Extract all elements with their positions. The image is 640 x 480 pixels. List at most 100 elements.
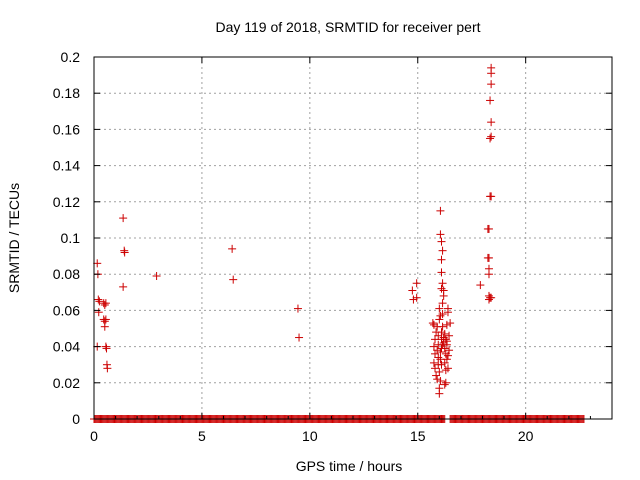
data-point [441,335,450,344]
data-point [487,80,496,89]
data-point [119,282,128,291]
data-point [484,270,493,279]
x-tick-label: 5 [198,428,206,444]
data-point [440,358,449,367]
data-point [441,378,450,387]
y-axis-label: SRMTID / TECUs [6,183,22,293]
data-point [436,206,445,215]
data-point [295,333,304,342]
data-point [436,311,445,320]
data-point [101,342,110,351]
data-point [101,299,110,308]
data-point [119,214,128,223]
data-point [412,293,421,302]
y-tick-label: 0.14 [53,158,80,174]
data-point [228,244,237,253]
data-point [93,259,102,268]
data-point [484,253,493,262]
data-point [445,331,454,340]
data-point [435,315,444,324]
data-point [431,349,440,358]
data-point [435,389,444,398]
x-tick-label: 15 [410,428,426,444]
y-tick-label: 0.04 [53,339,80,355]
y-tick-label: 0 [72,411,80,427]
chart-title: Day 119 of 2018, SRMTID for receiver per… [215,19,480,35]
y-tick-label: 0.06 [53,302,80,318]
data-point [445,346,454,355]
data-point [439,338,448,347]
data-point [438,279,447,288]
data-point [440,380,449,389]
data-points [90,63,588,423]
data-point [432,371,441,380]
x-tick-label: 0 [90,428,98,444]
data-point [102,344,111,353]
data-point [120,248,129,257]
data-point [442,355,451,364]
data-point [437,284,446,293]
data-point [446,319,455,328]
data-point [438,299,447,308]
axes: 0 5 10 15 20 0 0.02 0.04 0.06 0.08 0.1 0.12 0.14 0.16… [53,49,613,444]
data-point [438,322,447,331]
data-point [429,320,438,329]
data-point [438,310,447,319]
y-tick-label: 0.12 [53,194,80,210]
data-point [229,275,238,284]
data-point [433,346,442,355]
data-point [438,246,447,255]
data-point [437,328,446,337]
data-point [486,96,495,105]
data-point [439,291,448,300]
data-point [152,272,161,281]
data-point [435,304,444,313]
data-point [429,342,438,351]
data-point [94,295,103,304]
grid-lines [94,57,612,419]
x-axis-label: GPS time / hours [296,458,403,474]
data-point [443,304,452,313]
data-point [487,192,496,201]
y-tick-label: 0.08 [53,266,80,282]
x-tick-label: 10 [302,428,318,444]
data-point [487,118,496,127]
y-tick-label: 0.16 [53,121,80,137]
data-point [408,286,417,295]
data-point [412,279,421,288]
data-point [100,300,109,309]
data-point [293,304,302,313]
data-point [476,281,485,290]
y-tick-label: 0.18 [53,85,80,101]
data-point [484,295,493,304]
data-point [428,319,437,328]
data-point [434,353,443,362]
data-point [435,367,444,376]
data-point [487,293,496,302]
data-point [484,224,493,233]
y-tick-label: 0.1 [61,230,81,246]
data-point [436,230,445,239]
data-point [437,360,446,369]
data-point [94,308,103,317]
data-point [431,364,440,373]
data-point [436,348,445,357]
data-point [101,315,110,324]
data-point [441,349,450,358]
data-point [103,364,112,373]
data-point [436,376,445,385]
data-point [443,351,452,360]
data-point [440,344,449,353]
data-point [443,364,452,373]
data-point [434,331,443,340]
data-point [486,134,495,143]
data-point [409,295,418,304]
data-point [442,320,451,329]
data-point [100,322,109,331]
data-point [487,132,496,141]
data-point [429,358,438,367]
data-point [437,255,446,264]
x-tick-label: 20 [518,428,534,444]
data-point [433,375,442,384]
